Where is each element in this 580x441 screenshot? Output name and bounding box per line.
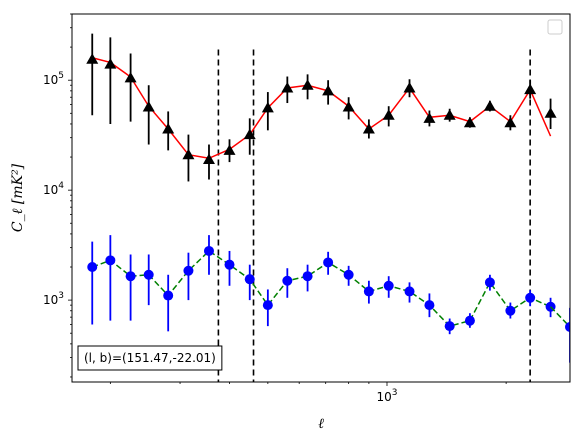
data-point-triangle [342, 101, 355, 112]
data-point-triangle [223, 144, 236, 155]
annotation-box: (l, b)=(151.47,-22.01) [77, 345, 223, 371]
axes-frame [71, 13, 571, 383]
y-tick-label: 103 [43, 291, 64, 307]
axis-ticks: 103 104 105 103 [43, 13, 507, 404]
data-point-circle [262, 300, 273, 311]
data-point-circle [143, 269, 154, 280]
data-point-circle [282, 275, 293, 286]
legend-box [547, 19, 563, 35]
data-point-circle [183, 265, 194, 276]
data-point-circle [464, 315, 475, 326]
data-point-circle [424, 300, 435, 311]
data-point-circle [363, 286, 374, 297]
data-point-circle [383, 280, 394, 291]
plot-area [86, 33, 570, 382]
data-point-triangle [124, 71, 137, 83]
series-1-line [92, 57, 552, 160]
data-point-circle [302, 271, 313, 282]
data-point-circle [244, 274, 255, 285]
data-point-triangle [524, 83, 537, 95]
data-point-circle [224, 259, 235, 270]
data-point-circle [163, 290, 174, 301]
data-point-triangle [544, 107, 557, 118]
data-point-circle [484, 277, 495, 288]
x-tick-label: 103 [376, 388, 397, 404]
data-point-circle [125, 271, 136, 282]
data-point-circle [87, 262, 98, 273]
data-point-triangle [281, 81, 294, 93]
x-axis-label: ℓ [318, 416, 324, 432]
y-axis-label: C_ℓ [mK²] [10, 163, 26, 232]
data-point-triangle [483, 100, 496, 111]
data-point-triangle [261, 101, 274, 113]
data-point-triangle [403, 81, 416, 93]
data-point-circle [444, 321, 455, 332]
data-point-circle [565, 321, 570, 332]
data-point-triangle [182, 148, 195, 160]
data-point-circle [404, 286, 415, 297]
data-point-triangle [504, 116, 517, 128]
annotation-frame [77, 345, 223, 371]
data-point-triangle [443, 109, 456, 120]
data-point-triangle [362, 122, 375, 134]
data-point-triangle [463, 116, 476, 128]
data-point-triangle [162, 122, 175, 134]
series-2-line [91, 249, 551, 327]
data-point-triangle [301, 79, 314, 90]
data-point-triangle [322, 84, 335, 96]
data-point-triangle [86, 53, 99, 64]
annotation-text: (l, b)=(151.47,-22.01) [84, 351, 216, 365]
data-point-triangle [142, 101, 155, 112]
data-point-triangle [104, 58, 117, 69]
data-point-circle [105, 255, 116, 266]
data-point-triangle [202, 153, 215, 165]
legend-frame [547, 19, 563, 35]
data-point-triangle [243, 128, 256, 140]
data-point-circle [323, 257, 334, 268]
data-point-circle [203, 245, 214, 256]
data-point-circle [525, 292, 536, 303]
y-tick-label: 104 [43, 181, 64, 197]
data-point-triangle [423, 112, 436, 123]
plot-inner [86, 33, 570, 382]
data-point-circle [505, 305, 516, 316]
data-point-circle [343, 269, 354, 280]
data-point-triangle [382, 109, 395, 120]
y-tick-label: 105 [43, 71, 64, 87]
